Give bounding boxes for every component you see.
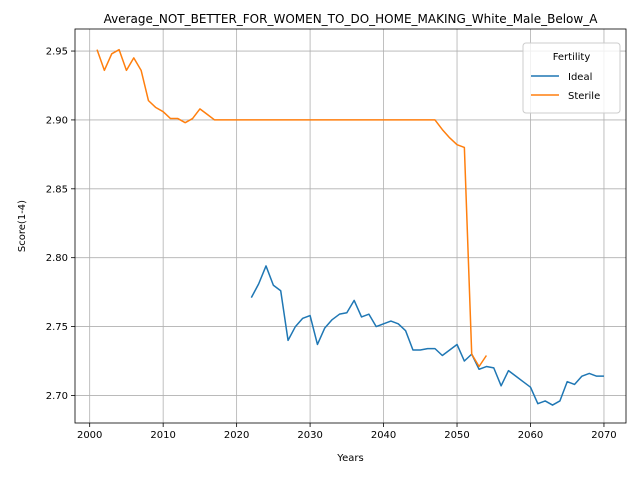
x-tick-label: 2070	[591, 430, 616, 441]
plot-area-frame	[74, 28, 627, 424]
y-tick-label: 2.80	[46, 253, 68, 264]
x-axis-ticks: 2000 2010 2020 2030 2040 2050 2060 2070	[77, 423, 617, 441]
legend: Fertility Ideal Sterile	[522, 42, 621, 114]
series-line-ideal	[250, 265, 604, 406]
y-tick-label: 2.85	[46, 184, 68, 195]
y-tick-label: 2.75	[46, 322, 68, 333]
x-tick-label: 2040	[371, 430, 396, 441]
x-tick-label: 2000	[77, 430, 102, 441]
y-tick-label: 2.95	[46, 47, 68, 58]
legend-entries: Ideal Sterile	[531, 72, 600, 102]
y-axis-label: Score(1-4)	[17, 200, 28, 252]
x-tick-label: 2020	[224, 430, 249, 441]
legend-title: Fertility	[553, 52, 591, 63]
y-axis-ticks: 2.70 2.75 2.80 2.85 2.90 2.95	[46, 47, 75, 402]
x-tick-label: 2060	[518, 430, 543, 441]
y-tick-label: 2.70	[46, 391, 68, 402]
series-lines	[96, 48, 604, 406]
legend-label-sterile: Sterile	[568, 91, 600, 102]
x-tick-label: 2050	[444, 430, 469, 441]
x-tick-label: 2010	[150, 430, 175, 441]
y-tick-label: 2.90	[46, 115, 68, 126]
legend-label-ideal: Ideal	[568, 72, 592, 83]
x-tick-label: 2030	[297, 430, 322, 441]
chart-title: Average_NOT_BETTER_FOR_WOMEN_TO_DO_HOME_…	[104, 12, 599, 26]
x-axis-label: Years	[336, 453, 363, 464]
series-line-sterile	[96, 48, 488, 368]
